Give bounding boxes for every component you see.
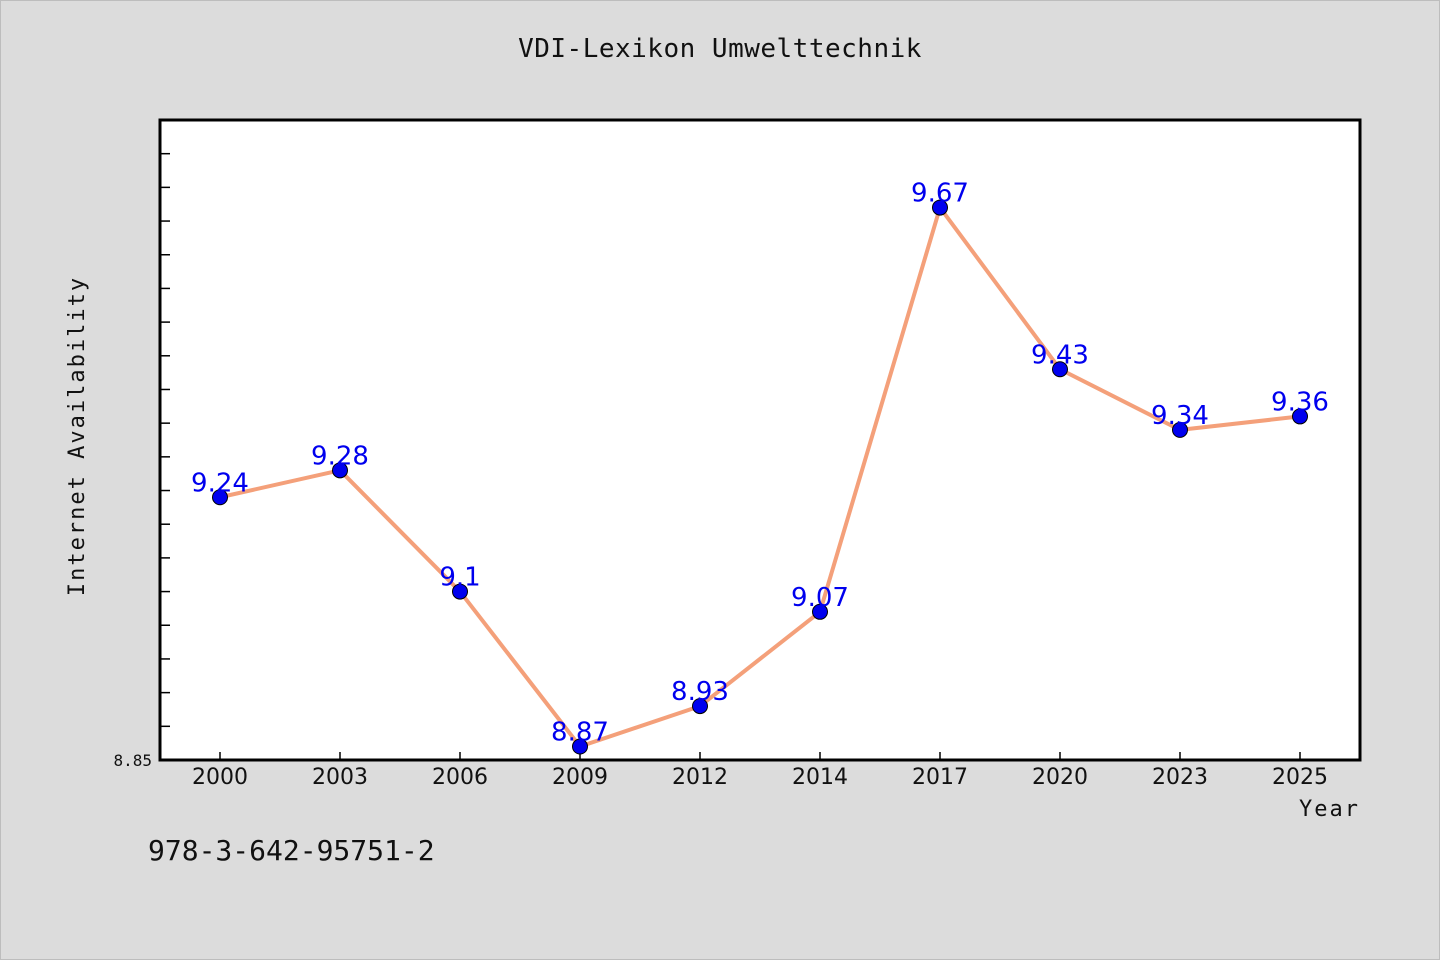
data-label: 9.67 — [911, 179, 969, 209]
data-point — [1292, 408, 1308, 425]
data-label: 8.93 — [671, 677, 729, 707]
data-point — [452, 583, 468, 600]
data-point — [1052, 361, 1068, 378]
data-point — [332, 462, 348, 479]
x-tick-label: 2009 — [552, 765, 608, 790]
chart-title: VDI-Lexikon Umwelttechnik — [518, 34, 922, 64]
data-label: 9.07 — [791, 583, 849, 613]
data-label: 8.87 — [551, 718, 609, 748]
x-tick-label: 2012 — [672, 765, 728, 790]
x-tick-label: 2003 — [312, 765, 368, 790]
data-point — [1172, 421, 1188, 438]
data-label: 9.36 — [1271, 387, 1329, 417]
x-tick-label: 2025 — [1272, 765, 1328, 790]
x-tick-label: 2020 — [1032, 765, 1088, 790]
y-tick-label: 8.85 — [113, 751, 152, 770]
series-group: 9.24 9.28 9.1 8.87 8.93 9.07 9.67 9.43 9.34 9.36 — [191, 179, 1329, 755]
x-tick-label: 2023 — [1152, 765, 1208, 790]
series-line — [219, 205, 1301, 749]
data-point — [932, 199, 948, 216]
data-label: 9.43 — [1031, 340, 1089, 370]
plot-area — [158, 118, 1362, 762]
isbn-footnote: 978-3-642-95751-2 — [148, 834, 435, 867]
x-axis-title: Year — [1299, 797, 1360, 822]
data-point — [212, 489, 228, 506]
x-tick-label: 2017 — [912, 765, 968, 790]
y-axis-ticks: 8.85 — [113, 119, 170, 770]
x-axis-ticks: 2000 2003 2006 2009 2012 2014 2017 2020 2023 2025 — [192, 752, 1328, 790]
x-tick-label: 2000 — [192, 765, 248, 790]
x-tick-label: 2006 — [432, 765, 488, 790]
data-point — [812, 603, 828, 620]
data-point — [572, 738, 588, 755]
y-axis-title: Internet Availability — [65, 276, 90, 596]
x-tick-label: 2014 — [792, 765, 848, 790]
data-point — [692, 698, 708, 715]
data-label: 9.34 — [1151, 401, 1209, 431]
data-label: 9.1 — [439, 563, 480, 593]
data-label: 9.28 — [311, 441, 369, 471]
data-label: 9.24 — [191, 468, 249, 498]
